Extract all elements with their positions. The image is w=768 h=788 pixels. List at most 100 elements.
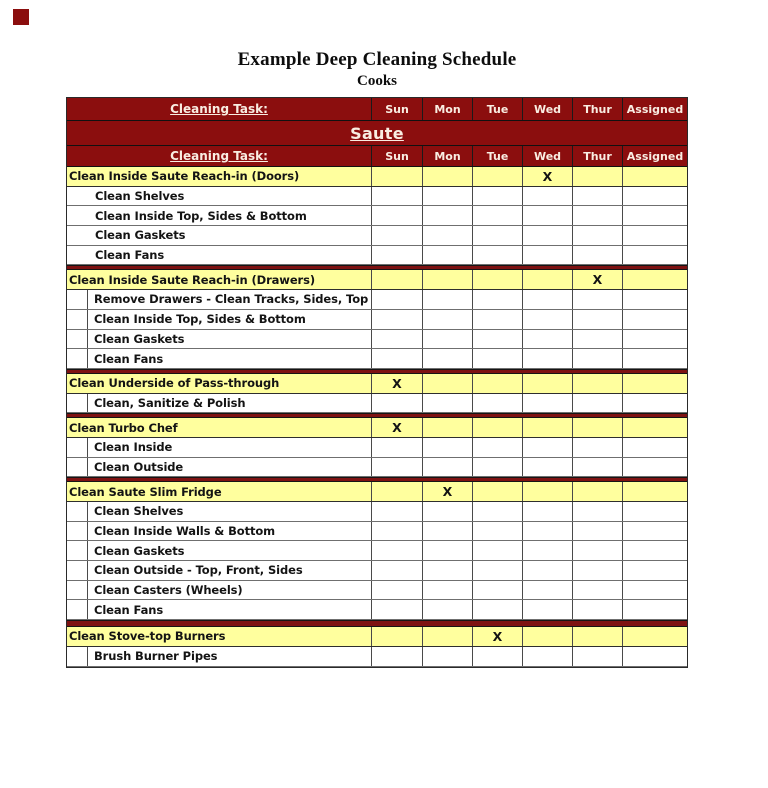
task-cell: Clean Gaskets <box>88 329 372 349</box>
completed-mark: X <box>592 272 603 288</box>
day-cell-tue <box>473 482 523 501</box>
day-column-header-mon: Mon <box>423 98 473 120</box>
task-row-sub: Clean Fans <box>67 349 687 369</box>
day-column-header-tue: Tue <box>473 146 523 166</box>
assigned-cell <box>623 561 687 580</box>
day-cell-mon <box>423 226 473 245</box>
day-column-header-mon-label: Mon <box>434 102 461 116</box>
task-row-sub: Remove Drawers - Clean Tracks, Sides, To… <box>67 290 687 310</box>
section-separator <box>67 477 687 483</box>
task-row-sub: Clean Gaskets <box>67 329 687 350</box>
task-row-main: Clean Saute Slim Fridge X <box>67 482 687 502</box>
task-cell-label: Clean Outside - Top, Front, Sides <box>94 563 303 578</box>
completed-mark: X <box>392 375 402 391</box>
task-cell: Clean Outside - Top, Front, Sides <box>88 561 372 580</box>
task-row-sub: Clean Outside - Top, Front, Sides <box>67 561 687 581</box>
day-cell-tue <box>473 290 523 309</box>
day-cell-mon <box>423 600 473 620</box>
assigned-cell <box>623 581 687 600</box>
day-cell-mon <box>423 580 473 600</box>
indent-cell <box>67 541 88 561</box>
day-cell-mon <box>423 373 473 393</box>
indent-cell <box>67 502 88 521</box>
day-cell-tue: X <box>473 627 523 646</box>
day-cell-wed <box>523 627 573 646</box>
task-row-sub: Clean Fans <box>67 600 687 621</box>
day-cell-mon <box>423 627 473 646</box>
task-row-sub: Clean Gaskets <box>67 226 687 246</box>
day-cell-sun <box>372 206 423 226</box>
day-cell-tue <box>473 329 523 349</box>
day-cell-thur <box>573 541 623 561</box>
section-separator <box>67 368 687 374</box>
task-cell-label: Clean Saute Slim Fridge <box>69 484 222 499</box>
day-column-header-thur-label: Thur <box>583 149 612 163</box>
day-cell-sun: X <box>372 418 423 437</box>
indent-cell <box>67 329 88 349</box>
day-cell-wed <box>523 646 573 666</box>
day-cell-mon <box>423 309 473 329</box>
task-row-sub: Clean, Sanitize & Polish <box>67 393 687 414</box>
task-cell: Clean Shelves <box>67 186 372 206</box>
day-cell-wed <box>523 482 573 501</box>
day-cell-sun <box>372 521 423 541</box>
completed-mark: X <box>542 168 553 184</box>
assigned-cell <box>623 187 687 206</box>
day-column-header-wed: Wed <box>523 98 573 120</box>
day-cell-sun <box>372 580 423 600</box>
assigned-cell <box>623 627 687 646</box>
assigned-column-header: Assigned <box>623 146 687 166</box>
task-cell: Clean Inside Saute Reach-in (Drawers) <box>67 270 372 290</box>
day-cell-sun <box>372 646 423 666</box>
assigned-cell <box>623 418 687 437</box>
day-cell-thur <box>573 521 623 541</box>
task-column-header: Cleaning Task: <box>67 146 372 166</box>
task-cell-label: Clean Underside of Pass-through <box>69 376 280 391</box>
task-cell: Clean Fans <box>88 349 372 368</box>
day-cell-mon <box>423 206 473 226</box>
assigned-cell <box>623 438 687 457</box>
day-column-header-mon: Mon <box>423 146 473 166</box>
day-cell-sun <box>372 502 423 521</box>
day-cell-wed <box>523 290 573 309</box>
day-column-header-sun: Sun <box>372 146 423 166</box>
task-cell: Clean Outside <box>88 457 372 477</box>
day-cell-thur <box>573 290 623 309</box>
task-cell-label: Remove Drawers - Clean Tracks, Sides, To… <box>94 292 369 307</box>
day-cell-tue <box>473 646 523 666</box>
task-row-sub: Clean Inside Top, Sides & Bottom <box>67 309 687 330</box>
day-cell-sun <box>372 457 423 477</box>
day-cell-wed <box>523 393 573 413</box>
task-cell-label: Clean Inside Walls & Bottom <box>94 524 276 539</box>
task-cell: Brush Burner Pipes <box>88 646 372 666</box>
day-cell-thur <box>573 580 623 600</box>
day-cell-sun: X <box>372 373 423 393</box>
day-cell-thur <box>573 627 623 646</box>
day-cell-mon <box>423 541 473 561</box>
task-column-header-label: Cleaning Task: <box>170 102 268 116</box>
task-cell: Clean Gaskets <box>88 541 372 561</box>
title-block: Example Deep Cleaning Schedule Cooks <box>66 49 688 90</box>
day-column-header-tue: Tue <box>473 98 523 120</box>
day-column-header-mon-label: Mon <box>434 149 461 163</box>
task-row-main: Clean Inside Saute Reach-in (Doors) X <box>67 167 687 187</box>
day-cell-thur <box>573 418 623 437</box>
day-cell-thur <box>573 393 623 413</box>
task-row-sub: Clean Shelves <box>67 502 687 522</box>
task-cell: Remove Drawers - Clean Tracks, Sides, To… <box>88 290 372 309</box>
task-cell: Clean Fans <box>67 245 372 265</box>
task-row-main: Clean Turbo Chef X <box>67 418 687 438</box>
day-cell-tue <box>473 561 523 580</box>
day-cell-sun <box>372 245 423 265</box>
day-column-header-sun: Sun <box>372 98 423 120</box>
task-cell: Clean, Sanitize & Polish <box>88 393 372 413</box>
assigned-cell <box>623 167 687 186</box>
indent-cell <box>67 600 88 620</box>
assigned-cell <box>623 349 687 368</box>
day-cell-wed <box>523 418 573 437</box>
section-header-row-label: Saute <box>350 123 404 143</box>
day-cell-sun <box>372 349 423 368</box>
task-cell: Clean Inside <box>88 437 372 457</box>
task-cell: Clean Stove-top Burners <box>67 627 372 646</box>
column-header-row: Cleaning Task: Sun Mon Tue Wed Thur Assigned <box>67 98 687 121</box>
